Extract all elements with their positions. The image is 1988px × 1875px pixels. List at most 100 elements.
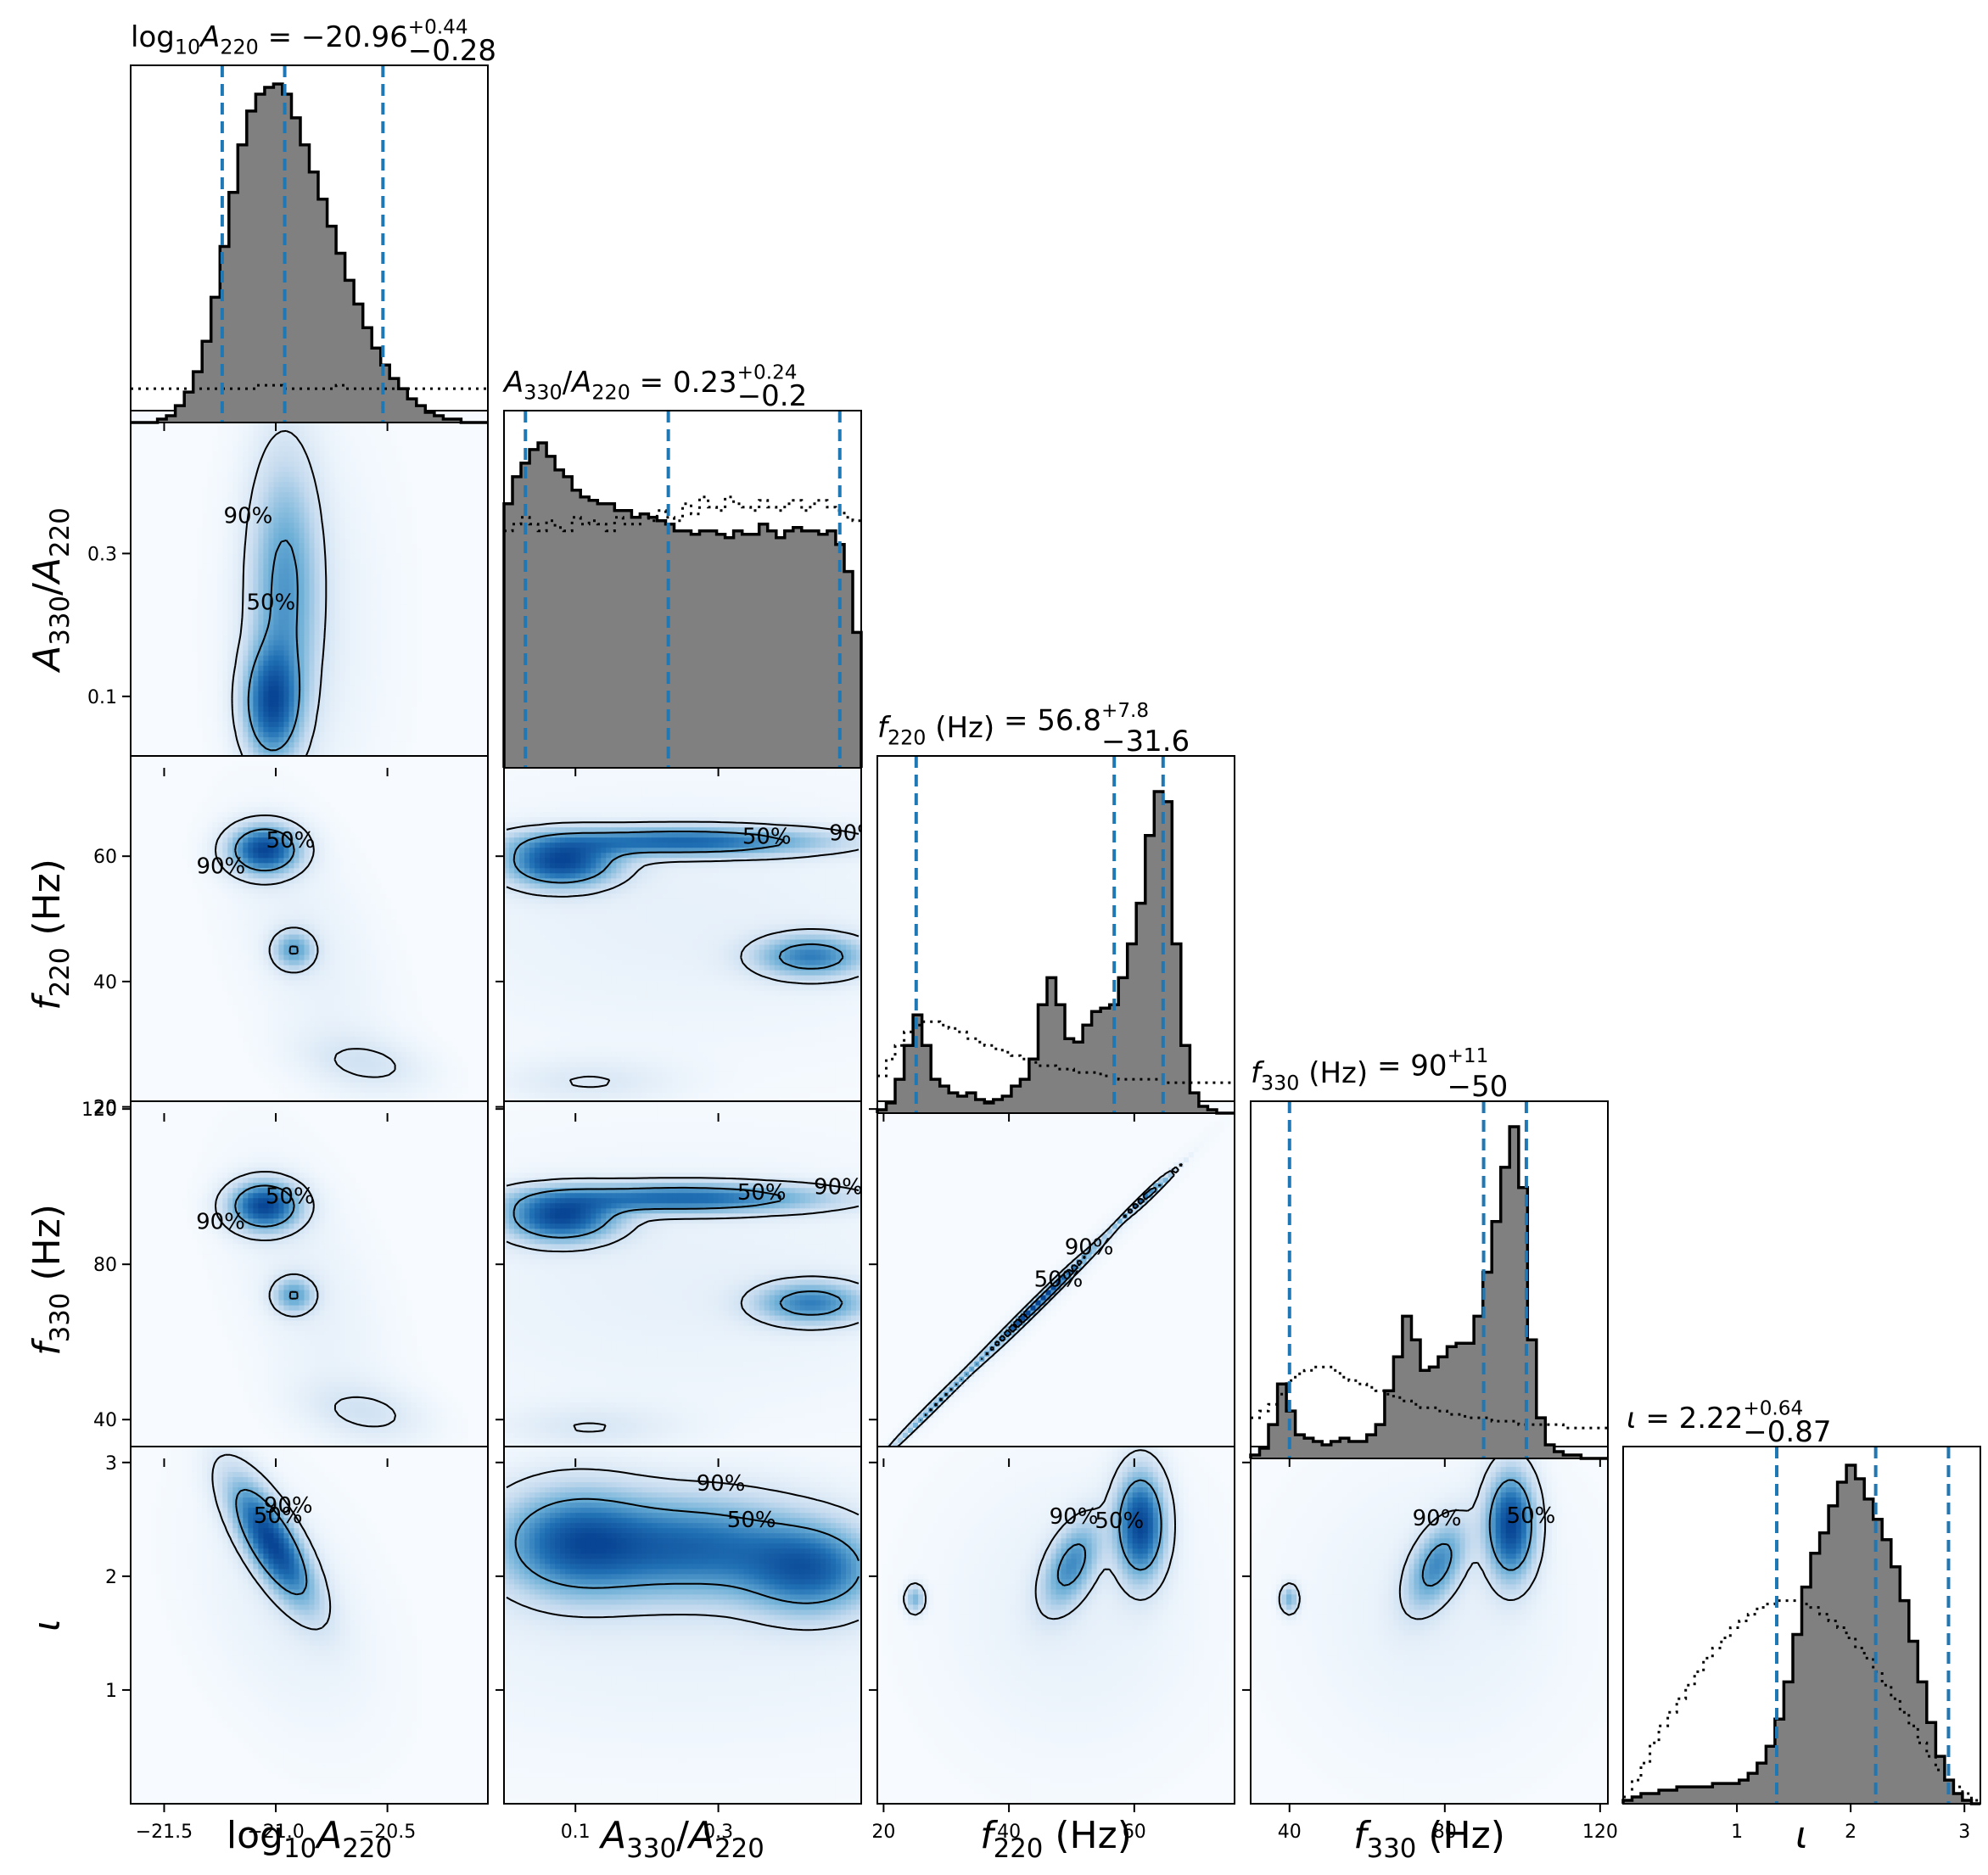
x-tick-label: 120 (1582, 1822, 1618, 1843)
y-tick-label: 40 (93, 1410, 117, 1431)
x-tick-label: 40 (997, 1822, 1021, 1843)
ticks-r4-c0: −21.5 −21.0 −20.5 1 2 3 (105, 1453, 416, 1843)
contour-90pct (903, 1449, 1176, 1620)
y-tick-label: 0.1 (87, 687, 117, 708)
contour-50pct (234, 828, 299, 955)
contour-90pct (231, 429, 328, 766)
y-tick-label: 120 (81, 1100, 117, 1121)
prior-histogram (1623, 1599, 1980, 1802)
y-tick-label: 2 (105, 1567, 117, 1588)
posterior-histogram-fill (877, 792, 1235, 1113)
contour-label: 90% (1050, 1504, 1099, 1530)
x-tick-label: 0.1 (561, 1822, 591, 1843)
x-tick-label: 80 (1433, 1822, 1457, 1843)
y-tick-label: 20 (93, 1098, 117, 1119)
ticks-r2-c2 (882, 1113, 1135, 1122)
posterior-histogram-outline (131, 82, 488, 424)
x-tick-label: 0.3 (703, 1822, 733, 1843)
panel-frame (503, 410, 862, 769)
y-axis-label-f220: f220 (Hz) (25, 859, 76, 1010)
posterior-histogram-outline (1621, 1464, 1980, 1805)
ticks-r4-c4: 1 2 3 (1731, 1804, 1970, 1843)
y-axis-label-A330A220: A330/A220 (25, 507, 76, 674)
ticks-r3-c3 (1288, 1458, 1601, 1467)
panel-frame (876, 755, 1235, 1114)
contour-90pct (211, 1453, 332, 1631)
contour-90pct (506, 820, 860, 1089)
panel-frame (1250, 1100, 1609, 1459)
contour-label: 90% (196, 1209, 245, 1234)
ticks-r4-c1: 0.1 0.3 (496, 1461, 733, 1843)
panel-title-iota: ι = 2.22+0.64 (1627, 1398, 1803, 1436)
contour-label: 90% (264, 1493, 313, 1519)
contour-label: 50% (266, 828, 316, 854)
contour-label: 50% (254, 1503, 303, 1529)
posterior-histogram-outline (1249, 1125, 1608, 1460)
ticks-r3-c1 (496, 1108, 720, 1467)
x-axis-label-log10A220: log10A220 (227, 1814, 392, 1864)
contour-label: 90% (1413, 1506, 1462, 1531)
contour-label: 90% (196, 854, 245, 879)
density-panel-iota-vs-f220: 50%90% (876, 1446, 1235, 1805)
y-axis-label-f330: f330 (Hz) (25, 1204, 76, 1356)
y-axis-label-iota: ι (25, 1619, 69, 1632)
prior-histogram (131, 383, 488, 390)
contour-50pct (234, 1184, 299, 1300)
x-tick-label: 2 (1845, 1822, 1856, 1843)
contour-label: 50% (737, 1180, 787, 1206)
panel-title-minus-err: −0.2 (737, 379, 808, 413)
panel-title-A330A220: A330/A220 = 0.23+0.24 (502, 362, 797, 405)
ticks-r0-c0 (163, 423, 389, 431)
y-tick-label: 1 (105, 1681, 117, 1702)
contour-90pct (215, 1171, 397, 1428)
x-tick-label: −21.5 (136, 1822, 193, 1843)
density-panel-A330A220-vs-log10A220: 50% 90% (130, 410, 489, 769)
posterior-histogram-fill (1251, 1127, 1608, 1458)
histogram-panel-A330A220: A330/A220 = 0.23+0.24−0.2 (502, 362, 863, 769)
contour-90pct (506, 1468, 860, 1632)
contour-50pct (512, 831, 844, 970)
x-tick-label: 40 (1278, 1822, 1302, 1843)
contour-label: 90% (697, 1471, 746, 1497)
contour-50pct (1056, 1479, 1162, 1587)
contour-label: 50% (266, 1184, 315, 1209)
x-axis-label-f330: f330 (Hz) (1353, 1814, 1505, 1864)
contour-90pct (506, 1177, 860, 1433)
panel-frame (130, 64, 489, 423)
panel-frame (503, 1446, 862, 1805)
contour-label: 50% (1507, 1503, 1556, 1529)
density-panel-f330-vs-f220: 50%90% (876, 1100, 1235, 1459)
y-tick-label: 0.3 (87, 544, 117, 565)
contour-50pct (512, 1186, 843, 1316)
panel-frame (1622, 1446, 1981, 1805)
panel-title-minus-err: −0.28 (408, 34, 496, 68)
contour-label: 90% (814, 1175, 863, 1201)
posterior-histogram-fill (131, 84, 488, 423)
y-tick-label: 40 (93, 972, 117, 993)
ticks-r1-c0: 0.1 0.3 (87, 544, 389, 776)
y-tick-label: 60 (93, 847, 117, 868)
ticks-r4-c2: 20 40 60 (869, 1461, 1146, 1843)
contour-label: 50% (742, 825, 792, 850)
histogram-panel-f330: f330 (Hz) = 90+11−50 (1249, 1045, 1609, 1460)
x-tick-label: −20.5 (359, 1822, 416, 1843)
histogram-panel-log10A220: log10A220 = −20.96+0.44−0.28 (130, 17, 496, 424)
contour-label: 90% (829, 821, 878, 847)
posterior-histogram-fill (504, 443, 861, 768)
y-tick-label: 80 (93, 1255, 117, 1276)
contour-label: 90% (1065, 1235, 1114, 1261)
density-panel-f220-vs-A330A220: 50% 90% (503, 755, 878, 1114)
ticks-r2-c0: 20 40 60 (93, 847, 389, 1122)
contour-50pct (514, 1497, 860, 1604)
contour-label: 50% (727, 1508, 776, 1533)
density-panel-f330-vs-A330A220: 50% 90% (503, 1100, 863, 1459)
x-tick-label: 60 (1123, 1822, 1146, 1843)
contour-label: 50% (246, 590, 295, 616)
x-tick-label: 20 (871, 1822, 895, 1843)
ticks-r3-c2 (869, 1108, 1135, 1467)
prior-histogram (877, 1020, 1235, 1084)
posterior-histogram-outline (502, 441, 863, 768)
x-axis-label-A330A220: A330/A220 (598, 1814, 764, 1864)
contour-label: 50% (1095, 1508, 1144, 1534)
